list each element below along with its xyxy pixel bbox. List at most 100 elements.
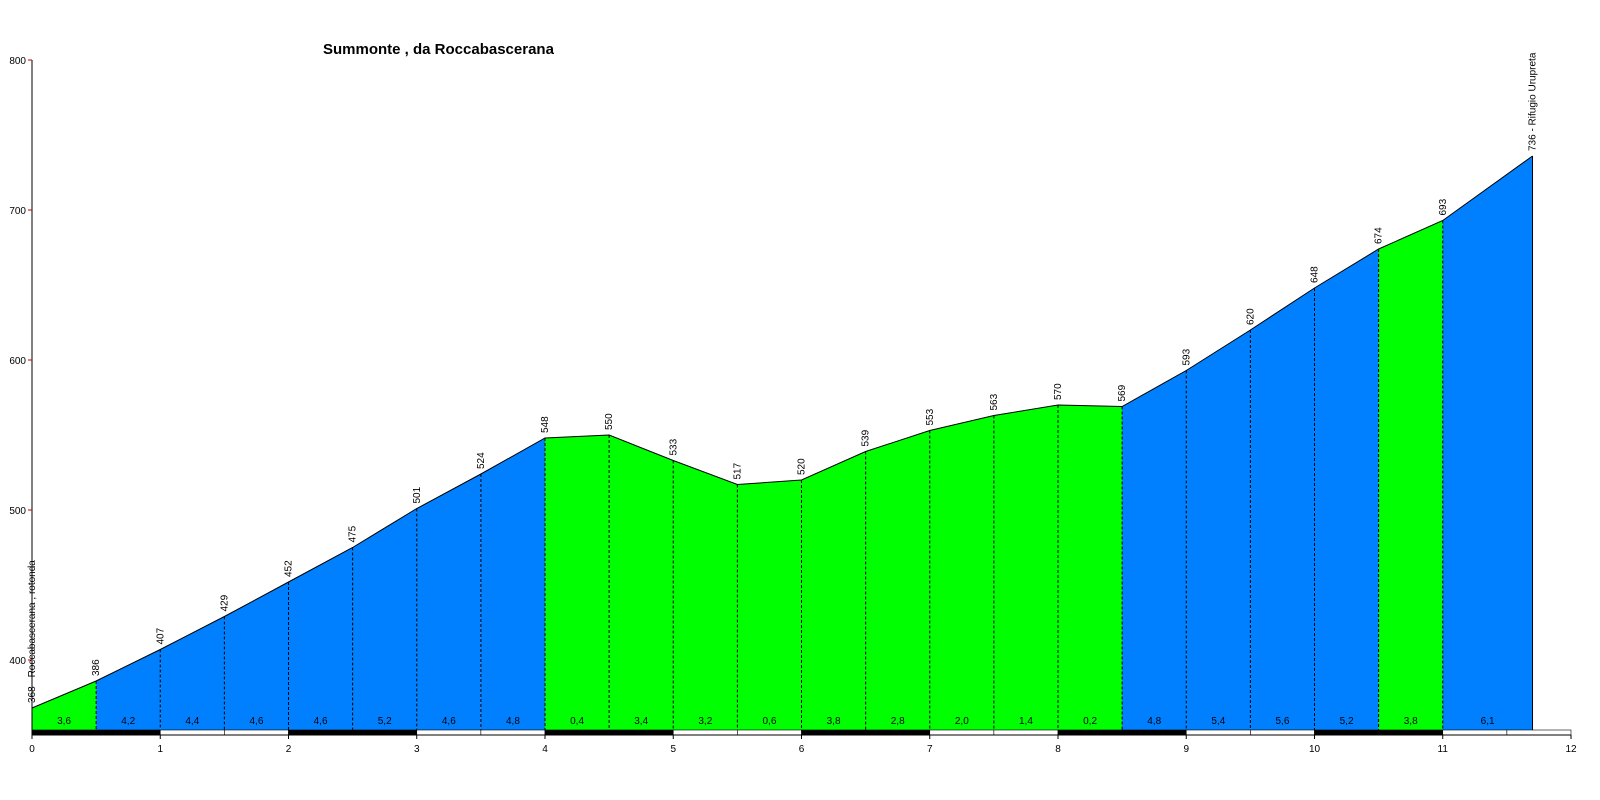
scale-bar-cell <box>608 729 674 736</box>
gradient-labels: 3,6 4,2 4,4 4,6 4,6 5,2 4,6 4,8 0,4 3,4 3,2 0,6 3,8 2… <box>57 716 1495 727</box>
elevation-label: 553 <box>925 408 936 425</box>
elevation-label: 550 <box>604 413 615 430</box>
gradient-label: 4,6 <box>442 716 456 727</box>
scale-bar-cell <box>544 729 610 736</box>
elevation-label: 563 <box>989 393 1000 410</box>
gradient-label: 4,8 <box>1147 716 1161 727</box>
scale-bar-cell <box>737 729 802 736</box>
elevation-label: 620 <box>1245 308 1256 325</box>
y-tick-label: 800 <box>9 56 26 67</box>
elevation-label: 386 <box>91 659 102 676</box>
x-tick-label: 1 <box>157 744 163 755</box>
elevation-label: 452 <box>284 560 295 577</box>
profile-segment <box>96 649 161 730</box>
gradient-label: 0,2 <box>1083 716 1097 727</box>
profile-segment <box>224 582 289 730</box>
x-tick-label: 7 <box>927 744 933 755</box>
x-tick-label: 6 <box>799 744 805 755</box>
profile-segment <box>1314 249 1379 730</box>
scale-bar-cell <box>159 729 225 736</box>
elevation-label: 475 <box>348 525 359 542</box>
profile-segment <box>288 547 353 730</box>
scale-bar-cell <box>1314 729 1379 736</box>
profile-segment <box>865 430 930 730</box>
profile-segment <box>1378 220 1443 730</box>
elevation-label: 524 <box>476 452 487 469</box>
elevation-label: 501 <box>412 486 423 503</box>
profile-segment <box>352 508 417 730</box>
scale-bar-cell <box>801 729 866 736</box>
distance-scale-bar <box>31 729 1572 736</box>
scale-bar-cell <box>1185 729 1251 736</box>
x-tick-label: 4 <box>542 744 548 755</box>
elevation-label: 548 <box>540 416 551 433</box>
gradient-label: 3,6 <box>57 716 71 727</box>
y-axis: 400 500 600 700 800 <box>9 56 33 735</box>
scale-bar-cell <box>672 729 738 736</box>
y-tick-label: 600 <box>9 356 26 367</box>
profile-segment <box>929 415 994 730</box>
scale-bar-cell <box>288 729 353 736</box>
gradient-label: 4,2 <box>121 716 135 727</box>
gradient-label: 3,8 <box>827 716 841 727</box>
profile-segment <box>545 435 610 730</box>
profile-segment <box>993 405 1058 730</box>
scale-bar-cell <box>352 729 418 736</box>
x-axis: 0 1 2 3 4 5 6 7 8 9 10 11 12 <box>29 734 1577 755</box>
profile-segment <box>737 480 802 730</box>
gradient-label: 4,4 <box>185 716 199 727</box>
scale-bar-cell <box>1121 729 1187 736</box>
profile-segments <box>32 156 1533 730</box>
elevation-label: 429 <box>219 594 230 611</box>
gradient-label: 3,8 <box>1404 716 1418 727</box>
gradient-label: 4,6 <box>249 716 263 727</box>
elevation-label: 570 <box>1053 383 1064 400</box>
scale-bar-cell <box>1250 729 1315 736</box>
profile-segment <box>160 616 225 730</box>
profile-outline <box>31 155 1534 730</box>
x-tick-label: 2 <box>286 744 292 755</box>
gradient-label: 2,8 <box>891 716 905 727</box>
elevation-label: 593 <box>1181 348 1192 365</box>
gradient-label: 5,2 <box>1340 716 1354 727</box>
profile-segment <box>480 438 545 730</box>
scale-bar-cell <box>224 729 289 736</box>
profile-segment <box>32 681 97 730</box>
elevation-label: 693 <box>1438 198 1449 215</box>
profile-segment <box>1122 370 1187 730</box>
profile-segment <box>1186 330 1251 730</box>
gradient-label: 3,4 <box>634 716 648 727</box>
gradient-label: 5,4 <box>1211 716 1225 727</box>
profile-segment <box>1442 156 1533 730</box>
x-tick-label: 9 <box>1183 744 1189 755</box>
gradient-label: 0,4 <box>570 716 584 727</box>
gradient-label: 6,1 <box>1481 716 1495 727</box>
gradient-label: 4,6 <box>314 716 328 727</box>
scale-bar-cell <box>480 729 546 736</box>
gradient-label: 5,6 <box>1275 716 1289 727</box>
elevation-label: 569 <box>1117 384 1128 401</box>
gradient-label: 4,8 <box>506 716 520 727</box>
y-tick-label: 500 <box>9 506 26 517</box>
chart-title: Summonte , da Roccabascerana <box>323 41 555 58</box>
profile-segment <box>673 460 738 730</box>
gradient-label: 2,0 <box>955 716 969 727</box>
y-tick-label: 700 <box>9 206 26 217</box>
elevation-label: 407 <box>155 627 166 644</box>
scale-bar-cell <box>1057 729 1123 736</box>
elevation-label: 520 <box>797 458 808 475</box>
x-tick-label: 0 <box>29 744 35 755</box>
gradient-label: 0,6 <box>762 716 776 727</box>
segment-dividers <box>95 220 1444 730</box>
elevation-label: 736 - Rifugio Urupreta <box>1528 52 1539 151</box>
elevation-label: 674 <box>1374 227 1385 244</box>
elevation-label: 533 <box>668 438 679 455</box>
scale-bar-cell <box>31 729 97 736</box>
gradient-label: 5,2 <box>378 716 392 727</box>
elevation-label: 517 <box>732 462 743 479</box>
scale-bar-cell <box>1442 729 1508 736</box>
profile-segment <box>609 435 674 730</box>
x-tick-label: 8 <box>1055 744 1061 755</box>
profile-segment <box>1058 405 1123 730</box>
